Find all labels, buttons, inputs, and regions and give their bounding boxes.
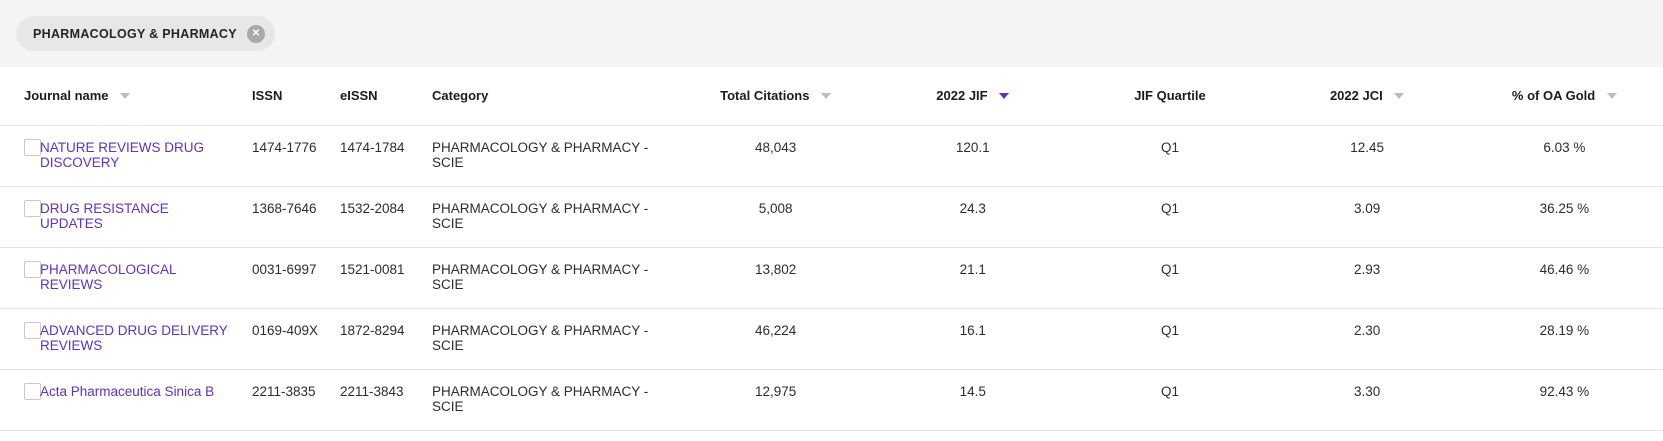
column-header-oa-gold[interactable]: % of OA Gold (1465, 67, 1663, 126)
table-row: ADVANCED DRUG DELIVERY REVIEWS 0169-409X… (0, 308, 1663, 370)
issn-cell: 2211-3835 (252, 369, 340, 431)
column-header-label: 2022 JCI (1329, 88, 1383, 104)
journal-name-cell: PHARMACOLOGICAL REVIEWS (40, 247, 252, 309)
row-checkbox-cell (0, 125, 41, 187)
category-cell: PHARMACOLOGY & PHARMACY - SCIE (432, 186, 677, 248)
close-icon[interactable]: ✕ (246, 24, 265, 43)
jci-cell: 3.09 (1268, 186, 1466, 248)
row-checkbox-cell (0, 186, 41, 248)
oa-gold-cell: 92.43 % (1465, 369, 1663, 431)
journal-link[interactable]: Acta Pharmaceutica Sinica B (40, 383, 215, 399)
issn-cell: 1474-1776 (252, 125, 340, 187)
jif-quartile-cell: Q1 (1071, 369, 1269, 431)
sort-arrow-icon[interactable] (999, 92, 1010, 99)
row-checkbox[interactable] (24, 321, 41, 339)
jci-cell: 2.93 (1268, 247, 1466, 309)
eissn-cell: 1532-2084 (340, 186, 432, 248)
jif-cell: 120.1 (874, 125, 1072, 187)
row-checkbox[interactable] (24, 382, 41, 400)
row-checkbox[interactable] (24, 199, 41, 217)
jif-cell: 24.3 (874, 186, 1072, 248)
issn-cell: 0169-409X (252, 308, 340, 370)
jif-quartile-cell: Q1 (1071, 308, 1269, 370)
eissn-cell: 2211-3843 (340, 369, 432, 431)
oa-gold-cell: 36.25 % (1465, 186, 1663, 248)
jif-cell: 16.1 (874, 308, 1072, 370)
total-citations-cell: 46,224 (677, 308, 875, 370)
table-row: DRUG RESISTANCE UPDATES 1368-7646 1532-2… (0, 186, 1663, 248)
table-row: PHARMACOLOGICAL REVIEWS 0031-6997 1521-0… (0, 247, 1663, 309)
category-cell: PHARMACOLOGY & PHARMACY - SCIE (432, 308, 677, 370)
row-checkbox-cell (0, 308, 41, 370)
category-cell: PHARMACOLOGY & PHARMACY - SCIE (432, 125, 677, 187)
total-citations-cell: 48,043 (677, 125, 875, 187)
row-checkbox-cell (0, 247, 41, 309)
eissn-cell: 1872-8294 (340, 308, 432, 370)
row-checkbox[interactable] (24, 138, 41, 156)
journal-link[interactable]: DRUG RESISTANCE UPDATES (40, 200, 169, 232)
total-citations-cell: 12,975 (677, 369, 875, 431)
issn-cell: 1368-7646 (252, 186, 340, 248)
jif-quartile-cell: Q1 (1071, 125, 1269, 187)
table-row: NATURE REVIEWS DRUG DISCOVERY 1474-1776 … (0, 125, 1663, 187)
category-cell: PHARMACOLOGY & PHARMACY - SCIE (432, 369, 677, 431)
category-filter-chip: PHARMACOLOGY & PHARMACY ✕ (16, 16, 275, 51)
row-checkbox[interactable] (24, 260, 41, 278)
journal-name-cell: NATURE REVIEWS DRUG DISCOVERY (40, 125, 252, 187)
column-header-label: JIF Quartile (1134, 88, 1206, 104)
column-header-2022-jif[interactable]: 2022 JIF (874, 67, 1072, 126)
column-header-label: Journal name (24, 88, 109, 104)
column-header-total-citations[interactable]: Total Citations (677, 67, 875, 126)
total-citations-cell: 13,802 (677, 247, 875, 309)
sort-arrow-icon[interactable] (1606, 92, 1617, 99)
jif-cell: 14.5 (874, 369, 1072, 431)
journal-name-cell: ADVANCED DRUG DELIVERY REVIEWS (40, 308, 252, 370)
issn-cell: 0031-6997 (252, 247, 340, 309)
column-header-label: eISSN (340, 88, 378, 104)
sort-arrow-icon[interactable] (120, 92, 131, 99)
category-cell: PHARMACOLOGY & PHARMACY - SCIE (432, 247, 677, 309)
column-header-label: Total Citations (720, 88, 810, 104)
column-header-label: % of OA Gold (1511, 88, 1596, 104)
journal-name-cell: DRUG RESISTANCE UPDATES (40, 186, 252, 248)
filter-strip: PHARMACOLOGY & PHARMACY ✕ (0, 0, 1663, 67)
journal-name-cell: Acta Pharmaceutica Sinica B (40, 369, 252, 431)
jif-quartile-cell: Q1 (1071, 186, 1269, 248)
jci-cell: 12.45 (1268, 125, 1466, 187)
oa-gold-cell: 28.19 % (1465, 308, 1663, 370)
total-citations-cell: 5,008 (677, 186, 875, 248)
column-header-eissn[interactable]: eISSN (340, 67, 432, 126)
oa-gold-cell: 46.46 % (1465, 247, 1663, 309)
jci-cell: 3.30 (1268, 369, 1466, 431)
column-header-jif-quartile[interactable]: JIF Quartile (1071, 67, 1269, 126)
sort-arrow-icon[interactable] (821, 92, 832, 99)
sort-arrow-icon[interactable] (1394, 92, 1405, 99)
row-checkbox-cell (0, 369, 41, 431)
column-header-category[interactable]: Category (432, 67, 677, 126)
journal-link[interactable]: ADVANCED DRUG DELIVERY REVIEWS (40, 322, 228, 354)
column-header-2022-jci[interactable]: 2022 JCI (1268, 67, 1466, 126)
journal-link[interactable]: NATURE REVIEWS DRUG DISCOVERY (40, 139, 205, 171)
column-header-label: 2022 JIF (936, 88, 988, 104)
table-row: Acta Pharmaceutica Sinica B 2211-3835 22… (0, 369, 1663, 431)
column-header-journal-name[interactable]: Journal name (0, 67, 252, 126)
column-header-issn[interactable]: ISSN (252, 67, 340, 126)
journals-table: Journal name ISSN eISSN Category Total C… (0, 67, 1663, 431)
column-header-label: Category (432, 88, 489, 104)
oa-gold-cell: 6.03 % (1465, 125, 1663, 187)
jif-cell: 21.1 (874, 247, 1072, 309)
jif-quartile-cell: Q1 (1071, 247, 1269, 309)
column-header-label: ISSN (252, 88, 283, 104)
journal-table-body: NATURE REVIEWS DRUG DISCOVERY 1474-1776 … (0, 125, 1663, 431)
table-header-row: Journal name ISSN eISSN Category Total C… (0, 67, 1663, 126)
journal-link[interactable]: PHARMACOLOGICAL REVIEWS (40, 261, 177, 293)
jci-cell: 2.30 (1268, 308, 1466, 370)
eissn-cell: 1474-1784 (340, 125, 432, 187)
category-filter-label: PHARMACOLOGY & PHARMACY (33, 26, 237, 41)
eissn-cell: 1521-0081 (340, 247, 432, 309)
